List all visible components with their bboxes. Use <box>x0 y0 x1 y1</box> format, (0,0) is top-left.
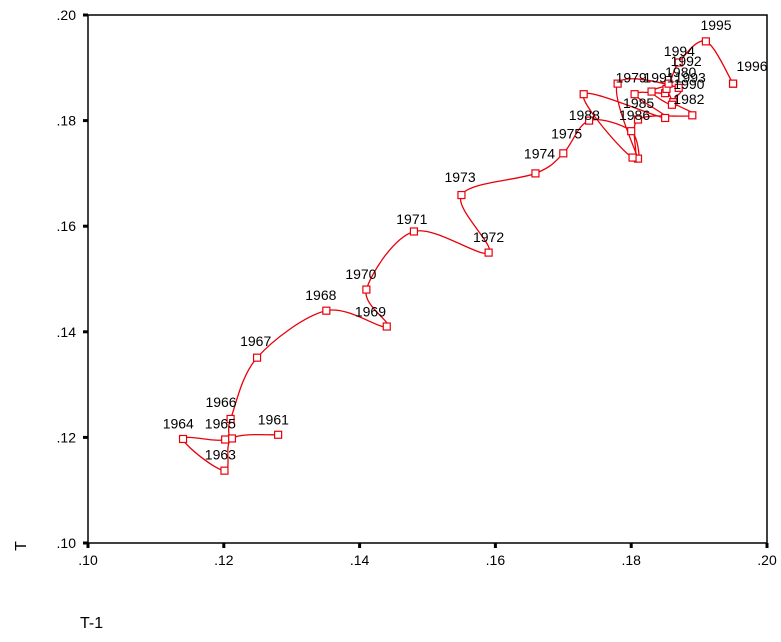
data-point-marker <box>730 80 737 87</box>
data-point-marker <box>410 228 417 235</box>
data-point-label: 1972 <box>473 229 504 245</box>
data-point-marker <box>689 112 696 119</box>
data-point-marker <box>275 431 282 438</box>
data-point-label: 1995 <box>700 17 731 33</box>
y-tick-label: .16 <box>57 218 77 234</box>
data-point-marker <box>228 435 235 442</box>
data-point-label: 1973 <box>444 169 475 185</box>
data-point-marker <box>702 38 709 45</box>
data-point-marker <box>458 192 465 199</box>
x-tick-label: .10 <box>78 552 98 568</box>
data-point-label: 1961 <box>258 412 289 428</box>
y-tick-label: .10 <box>57 535 77 551</box>
data-point-label: 1986 <box>619 107 650 123</box>
data-point-marker <box>580 91 587 98</box>
data-point-label: 1975 <box>551 126 582 142</box>
data-point-marker <box>221 467 228 474</box>
data-point-marker <box>180 435 187 442</box>
data-point-label: 1966 <box>205 394 236 410</box>
data-point-label: 1965 <box>205 415 236 431</box>
x-tick-label: .14 <box>350 552 370 568</box>
data-point-label: 1982 <box>673 91 704 107</box>
x-axis-title: T-1 <box>80 615 103 632</box>
x-tick-label: .12 <box>214 552 234 568</box>
y-tick-label: .18 <box>57 113 77 129</box>
data-point-label: 1974 <box>524 146 555 162</box>
data-point-label: 1988 <box>569 107 600 123</box>
data-point-label: 1996 <box>736 58 767 74</box>
x-tick-label: .20 <box>757 552 777 568</box>
data-point-label: 1979 <box>616 70 647 86</box>
data-point-label: 1970 <box>345 266 376 282</box>
data-point-marker <box>560 150 567 157</box>
y-tick-label: .12 <box>57 429 77 445</box>
data-point-marker <box>629 154 636 161</box>
data-point-marker <box>222 436 229 443</box>
data-point-label: 1968 <box>305 287 336 303</box>
data-point-marker <box>532 170 539 177</box>
y-axis-title: T <box>13 541 30 551</box>
data-point-label: 1964 <box>163 415 194 431</box>
data-point-label: 1967 <box>240 333 271 349</box>
data-point-label: 1990 <box>673 76 704 92</box>
y-tick-label: .14 <box>57 324 77 340</box>
x-tick-label: .16 <box>486 552 506 568</box>
data-point-marker <box>662 114 669 121</box>
data-point-label: 1971 <box>396 211 427 227</box>
data-point-marker <box>363 286 370 293</box>
data-point-marker <box>485 249 492 256</box>
data-point-label: 1963 <box>205 447 236 463</box>
y-tick-label: .20 <box>57 7 77 23</box>
data-point-marker <box>254 354 261 361</box>
data-point-marker <box>323 307 330 314</box>
point-label-group: 1995199619941992198019931979199119901982… <box>163 17 768 463</box>
data-point-label: 1991 <box>643 70 674 86</box>
data-point-label: 1969 <box>355 303 386 319</box>
data-point-marker <box>383 323 390 330</box>
data-point-marker <box>628 128 635 135</box>
x-tick-label: .18 <box>621 552 641 568</box>
